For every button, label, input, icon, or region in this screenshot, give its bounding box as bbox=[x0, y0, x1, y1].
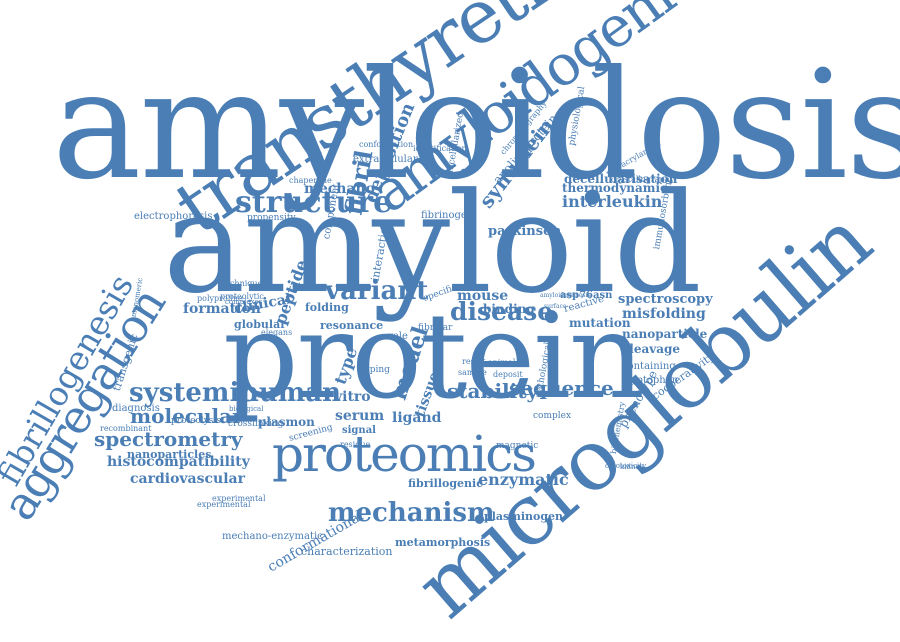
word-thermodynamic: thermodynamic bbox=[562, 180, 668, 195]
word-kidney: kidney bbox=[620, 462, 644, 471]
word-crosslinking: crosslinking bbox=[228, 418, 284, 429]
word-ligand: ligand bbox=[392, 410, 442, 427]
word-mutation: mutation bbox=[569, 315, 631, 330]
word-experimental: experimental bbox=[212, 493, 266, 503]
word-signal: signal bbox=[342, 425, 376, 437]
word-interleukin: interleukin bbox=[562, 191, 663, 211]
word-nanoparticles: nanoparticles bbox=[127, 448, 212, 462]
word-proteolysis: proteolysis bbox=[171, 415, 221, 426]
word-result: result bbox=[462, 356, 486, 366]
word-identification: identification bbox=[413, 143, 467, 153]
word-serum: serum bbox=[335, 408, 385, 425]
word-fibrillogenic: fibrillogenic bbox=[408, 477, 483, 491]
word-characterization: characterization bbox=[301, 545, 393, 559]
word-magnetic: magnetic bbox=[496, 440, 539, 451]
word-fibrillar: fibrillar bbox=[418, 322, 453, 333]
word-amyloid: amyloid bbox=[163, 163, 702, 325]
word-sequence: sequence bbox=[509, 376, 614, 401]
word-proteolytic: proteolytic bbox=[220, 291, 264, 301]
word-metamorphosis: metamorphosis bbox=[395, 536, 491, 550]
word-experimental: experimental bbox=[197, 499, 251, 509]
word-spectrometry: spectrometry bbox=[94, 427, 243, 452]
word-folding: folding bbox=[305, 301, 349, 315]
word-sample: sample bbox=[458, 367, 487, 377]
word-residue: residue bbox=[340, 439, 371, 449]
word-spectroscopy: spectroscopy bbox=[618, 291, 713, 307]
word-histocompatibility: histocompatibility bbox=[107, 454, 250, 471]
word-formation: formation bbox=[183, 301, 261, 318]
word-chaperone: chaperone bbox=[289, 175, 332, 185]
word-nanoparticle: nanoparticle bbox=[622, 326, 708, 341]
word-amyloidogenesis: amyloidogenesis bbox=[540, 292, 591, 300]
word-deposit: deposit bbox=[493, 369, 523, 379]
word-asp76asn: asp76asn bbox=[560, 290, 613, 302]
word-mechano: mechano bbox=[304, 181, 376, 198]
word-mouse: mouse bbox=[457, 288, 509, 305]
word-role: role bbox=[388, 331, 408, 343]
word-crystallography: crystallography bbox=[611, 174, 675, 184]
word-complex: complex bbox=[533, 410, 572, 421]
word-polyproline: polyproline bbox=[197, 293, 243, 303]
word-binding: binding bbox=[483, 301, 535, 316]
word-elegans: elegans bbox=[261, 327, 293, 337]
word-protein: protein bbox=[223, 286, 645, 425]
word-biological: biological bbox=[229, 404, 264, 413]
word-disease: disease bbox=[450, 296, 554, 326]
word-vitro: vitro bbox=[334, 389, 371, 406]
word-human: human bbox=[240, 377, 342, 408]
word-parkinson: parkinson bbox=[488, 223, 562, 239]
word-globular: globular bbox=[234, 318, 286, 332]
word-cytotoxicity: cytotoxicity bbox=[605, 461, 647, 470]
word-propensity: propensity bbox=[247, 212, 296, 223]
word-stability: stability bbox=[447, 379, 539, 404]
word-resonance: resonance bbox=[320, 319, 384, 333]
word-diagnosis: diagnosis bbox=[112, 403, 160, 415]
word-mechanism: mechanism bbox=[328, 497, 495, 528]
word-fibrinogen: fibrinogen bbox=[421, 210, 474, 222]
word-enzymatic: enzymatic bbox=[478, 469, 569, 489]
word-recombinant: recombinant bbox=[100, 423, 152, 433]
word-cardiovascular: cardiovascular bbox=[130, 471, 245, 488]
word-extracellular: extracellular bbox=[353, 154, 418, 166]
word-conformation: conformation bbox=[359, 139, 414, 149]
word-electrophoresis: electrophoresis bbox=[134, 211, 213, 223]
word-misfolding: misfolding bbox=[622, 306, 706, 323]
word-cleavage: cleavage bbox=[622, 341, 681, 356]
word-plasminogen: plasminogen bbox=[484, 510, 564, 524]
word-surface: surface bbox=[544, 303, 567, 311]
word-animal: animal bbox=[488, 357, 516, 367]
word-decellularisation: decellularisation bbox=[564, 171, 678, 186]
word-structure: structure bbox=[235, 184, 393, 220]
word-typing: typing bbox=[361, 364, 390, 375]
word-tryptophan: tryptophan bbox=[622, 375, 679, 387]
word-plasmon: plasmon bbox=[258, 414, 315, 429]
word-molecular: molecular bbox=[130, 404, 243, 429]
word-technique: technique bbox=[222, 278, 263, 288]
word-proteomics: proteomics bbox=[272, 425, 537, 483]
word-complexes: complexes bbox=[225, 297, 263, 306]
word-mechano-enzymatic: mechano-enzymatic bbox=[222, 531, 323, 543]
word-variant: variant bbox=[325, 275, 429, 306]
word-amyloidosis: amyloidosis bbox=[52, 39, 900, 213]
word-systemic: systemic bbox=[129, 377, 256, 408]
word-containing: containing bbox=[622, 361, 676, 373]
